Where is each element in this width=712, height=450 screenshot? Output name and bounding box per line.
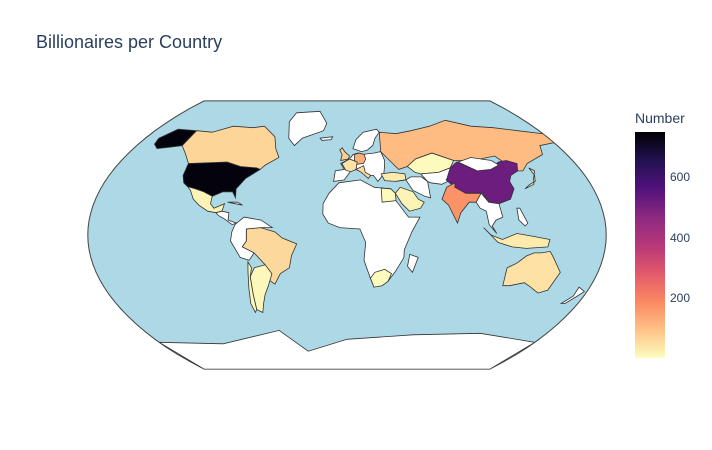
country-middleeast[interactable]: [395, 176, 432, 199]
colorbar-tick: 600: [670, 170, 691, 185]
country-scandinavia[interactable]: [352, 128, 380, 153]
country-nz[interactable]: [559, 286, 585, 304]
country-antarctica[interactable]: [157, 329, 536, 370]
country-egypt[interactable]: [380, 187, 397, 203]
country-iceland[interactable]: [319, 136, 334, 141]
country-united-kingdom[interactable]: [339, 147, 350, 162]
country-greenland[interactable]: [288, 110, 328, 147]
country-cuba[interactable]: [227, 201, 243, 206]
country-germany[interactable]: [353, 152, 367, 165]
country-philippines[interactable]: [516, 207, 529, 227]
country-indonesia[interactable]: [483, 227, 551, 249]
country-chile[interactable]: [247, 260, 258, 314]
colorbar-tick: 400: [670, 230, 691, 245]
chart-title: Billionaires per Country: [36, 32, 223, 52]
colorbar-title: Number: [635, 110, 685, 126]
country-seasia[interactable]: [475, 192, 504, 234]
country-canada[interactable]: [181, 125, 280, 170]
colorbar-tick: 200: [670, 290, 691, 305]
country-mexico[interactable]: [186, 185, 226, 214]
country-japan[interactable]: [524, 167, 536, 190]
country-united-states[interactable]: [154, 128, 198, 150]
country-saudi-arabia[interactable]: [394, 186, 425, 212]
country-nsoutham[interactable]: [230, 216, 274, 261]
country-mongolia[interactable]: [456, 157, 500, 172]
colorbar: [635, 132, 665, 358]
country-centralasia[interactable]: [419, 167, 451, 185]
country-madagascar[interactable]: [407, 253, 419, 274]
country-africa[interactable]: [322, 179, 421, 288]
country-italy[interactable]: [355, 165, 372, 179]
country-australia[interactable]: [502, 250, 561, 294]
country-south-africa[interactable]: [369, 268, 393, 288]
